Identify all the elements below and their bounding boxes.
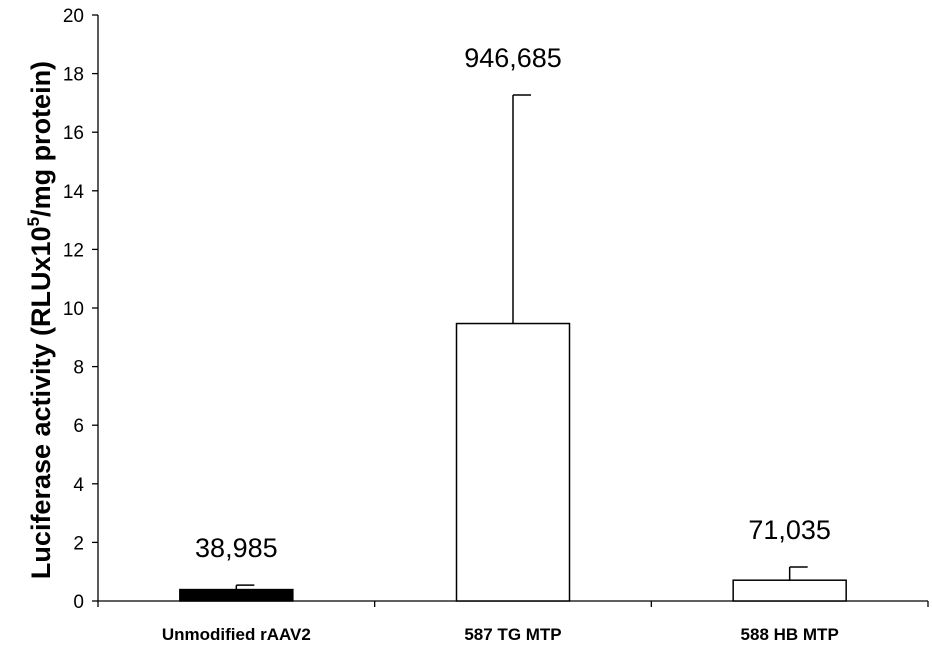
data-label: 71,035	[748, 515, 831, 545]
x-category-label: 587 TG MTP	[464, 625, 561, 644]
y-axis-title-suffix: /mg protein)	[26, 61, 56, 217]
error-bars	[235, 94, 808, 590]
y-tick-label: 16	[63, 123, 84, 144]
data-labels: 38,985 946,685 71,035	[195, 43, 831, 563]
y-tick-label: 18	[63, 65, 84, 86]
y-tick-label: 2	[73, 533, 84, 554]
y-tick-label: 8	[73, 358, 84, 379]
y-tick-label: 10	[63, 299, 84, 320]
y-tick-label: 4	[73, 475, 84, 496]
y-tick-label: 20	[63, 6, 84, 27]
bar	[455, 322, 571, 602]
bar	[732, 579, 847, 602]
y-tick-label: 0	[73, 592, 84, 613]
y-axis: 0 2 4 6 8 10 12 14 16 18 20	[63, 6, 99, 613]
y-tick-label: 12	[63, 240, 84, 261]
bar	[179, 588, 294, 602]
y-tick-label: 6	[73, 416, 84, 437]
y-axis-title: Luciferase activity (RLUx105/mg protein)	[24, 61, 56, 579]
y-axis-title-prefix: Luciferase activity (RLUx10	[26, 226, 56, 579]
y-tick-label: 14	[63, 182, 85, 203]
x-axis: Unmodified rAAV2 587 TG MTP 588 HB MTP	[97, 600, 929, 644]
x-category-label: 588 HB MTP	[741, 625, 839, 644]
data-label: 38,985	[195, 533, 278, 563]
bars	[179, 322, 847, 602]
y-axis-title-exponent: 5	[24, 217, 43, 226]
data-label: 946,685	[464, 43, 562, 73]
x-category-label: Unmodified rAAV2	[162, 625, 311, 644]
